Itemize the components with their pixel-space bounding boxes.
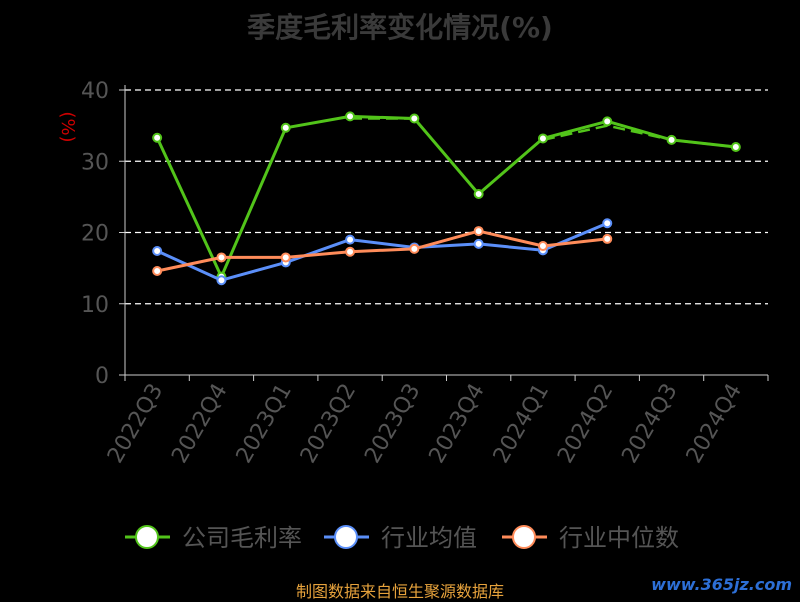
data-point: [216, 252, 227, 263]
data-point: [409, 113, 420, 124]
x-tick-label: 2024Q4: [682, 380, 747, 468]
legend-layer: 公司毛利率 行业均值 行业中位数: [125, 524, 679, 552]
data-point: [345, 246, 356, 257]
y-tick-label: 40: [81, 79, 109, 104]
x-tick-label: 2022Q4: [167, 380, 232, 468]
y-tick-label: 0: [95, 364, 109, 389]
x-tick-label: 2022Q3: [103, 380, 168, 468]
data-point: [730, 142, 741, 152]
data-point: [409, 243, 420, 254]
grid-layer: [125, 89, 768, 305]
data-point: [473, 238, 484, 249]
data-point: [152, 246, 163, 257]
series-line: [156, 221, 608, 282]
series-line: [156, 229, 608, 273]
data-point: [602, 233, 613, 244]
y-tick-label: 20: [81, 222, 109, 247]
x-tick-label: 2023Q2: [296, 380, 361, 468]
series-2: [152, 226, 613, 276]
data-point: [602, 116, 613, 127]
data-point: [280, 252, 291, 263]
data-point: [537, 241, 548, 252]
data-point: [152, 132, 163, 143]
x-tick-label: 2023Q1: [232, 380, 297, 468]
x-tick-label: 2023Q3: [360, 380, 425, 468]
legend-label: 行业中位数: [559, 524, 679, 552]
data-point: [345, 234, 356, 245]
legend-marker: [512, 525, 536, 549]
y-axis-unit-label: (%): [57, 111, 78, 142]
data-point: [666, 134, 677, 145]
data-point: [602, 218, 613, 229]
x-tick-label: 2024Q1: [489, 380, 554, 468]
data-point: [152, 265, 163, 276]
data-point: [473, 226, 484, 237]
data-point: [537, 133, 548, 144]
x-tick-label: 2024Q3: [617, 380, 682, 468]
legend-label: 公司毛利率: [182, 524, 302, 552]
series-0: [152, 111, 741, 282]
x-tick-label: 2023Q4: [425, 380, 490, 468]
watermark: www.365jz.com: [651, 575, 792, 594]
legend-item-2: 行业中位数: [502, 524, 679, 552]
legend-marker: [135, 525, 159, 549]
y-tick-label: 10: [81, 293, 109, 318]
legend-item-0: 公司毛利率: [125, 524, 302, 552]
chart-title: 季度毛利率变化情况(%): [247, 11, 553, 44]
data-point: [345, 111, 356, 122]
y-tick-label: 30: [81, 150, 109, 175]
data-point: [473, 189, 484, 200]
legend-marker: [334, 525, 358, 549]
series-layer: [152, 111, 741, 286]
data-point: [216, 275, 227, 286]
x-tick-label: 2024Q2: [553, 380, 618, 468]
series-line: [155, 114, 737, 279]
legend-item-1: 行业均值: [324, 524, 477, 552]
legend-label: 行业均值: [381, 524, 477, 552]
data-point: [280, 122, 291, 133]
trend-line: [350, 117, 737, 149]
source-note: 制图数据来自恒生聚源数据库: [295, 582, 504, 601]
